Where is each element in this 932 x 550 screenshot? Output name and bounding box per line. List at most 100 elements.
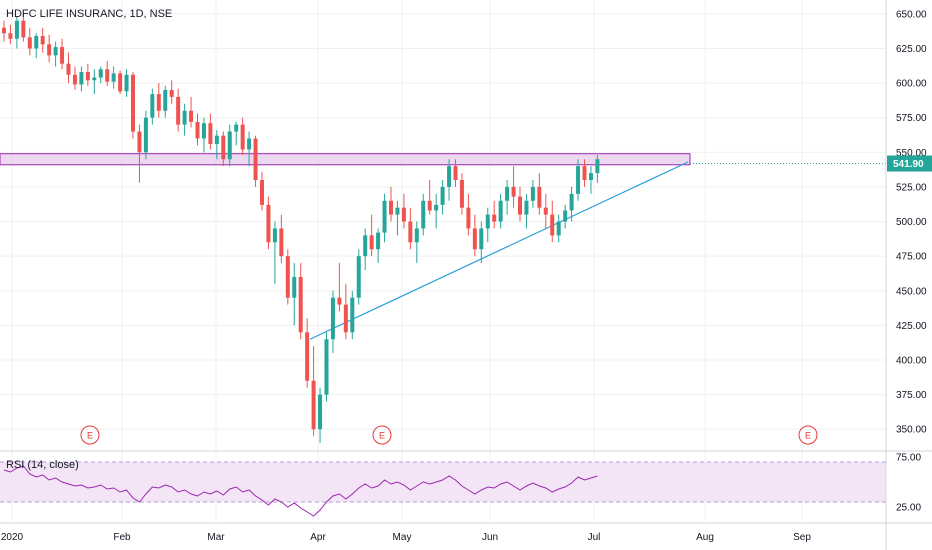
candle: [195, 113, 200, 146]
candle: [537, 173, 542, 215]
candle: [382, 193, 387, 243]
candle: [124, 69, 129, 97]
candle-body: [298, 276, 303, 333]
candle-body: [266, 204, 271, 243]
candle-body: [505, 186, 510, 201]
candle-body: [27, 37, 32, 49]
candle-body: [382, 200, 387, 233]
candle: [253, 135, 258, 187]
candle-body: [66, 63, 71, 75]
candle: [498, 193, 503, 229]
candle-body: [414, 228, 419, 243]
candle-body: [105, 69, 110, 82]
resistance-zone-rect: [0, 153, 691, 166]
x-tick-label: Sep: [793, 532, 811, 543]
candle: [92, 69, 97, 95]
candle: [588, 166, 593, 194]
candle-body: [279, 228, 284, 257]
candle-body: [163, 90, 168, 111]
candle: [60, 38, 65, 70]
candle: [472, 214, 477, 257]
candle-body: [124, 74, 129, 92]
candle: [285, 249, 290, 305]
candle: [485, 207, 490, 243]
candle-body: [260, 180, 264, 205]
trendline[interactable]: [309, 161, 689, 340]
candle-body: [305, 332, 310, 381]
candle-body: [14, 20, 19, 39]
candle: [376, 228, 381, 264]
candle: [131, 72, 135, 139]
candle: [318, 387, 323, 444]
candle-body: [221, 135, 226, 160]
candle: [595, 155, 600, 183]
candle: [330, 290, 335, 354]
earnings-marker: E: [798, 425, 818, 445]
candle-body: [79, 72, 84, 85]
candle: [221, 131, 226, 167]
candle-body: [156, 94, 161, 111]
candle-body: [498, 200, 503, 222]
candle-body: [21, 20, 26, 38]
candle-body: [47, 44, 52, 56]
resistance-zone[interactable]: [0, 153, 886, 166]
candle: [369, 214, 374, 257]
candle-body: [563, 210, 568, 222]
candle: [247, 131, 252, 167]
candle-body: [576, 166, 581, 194]
candle-body: [408, 221, 413, 243]
candle: [305, 318, 310, 388]
candle-body: [530, 186, 535, 201]
candle: [105, 60, 110, 86]
candle: [363, 228, 368, 270]
y-tick-label: 600.00: [896, 79, 927, 90]
candle-body: [60, 47, 65, 64]
candle-body: [434, 204, 439, 211]
candle-body: [8, 33, 13, 39]
candle: [189, 96, 194, 128]
candle-body: [234, 124, 239, 132]
candle: [466, 193, 471, 236]
candle: [414, 221, 419, 264]
candle: [8, 24, 13, 45]
candle-body: [479, 228, 484, 250]
candle-body: [582, 166, 587, 180]
y-tick-label: 450.00: [896, 286, 927, 297]
candle-body: [472, 228, 477, 250]
support-trendline: [309, 161, 689, 340]
candle: [214, 130, 219, 160]
candle-body: [485, 214, 490, 229]
rsi-pane: [0, 461, 886, 517]
candle: [27, 27, 32, 56]
candle-body: [401, 207, 406, 222]
candle-body: [214, 135, 219, 144]
candle-body: [550, 214, 555, 236]
candle: [389, 186, 393, 222]
candle: [266, 196, 271, 250]
candle-body: [511, 186, 516, 197]
rsi-band: [0, 462, 886, 502]
x-tick-label: Aug: [696, 532, 714, 543]
candle-body: [292, 276, 297, 298]
candle: [98, 66, 103, 84]
candle-body: [459, 180, 464, 208]
candle-body: [337, 297, 342, 305]
candle: [143, 110, 148, 160]
candle-body: [227, 131, 232, 160]
candle-body: [447, 166, 452, 187]
candle: [447, 159, 452, 201]
candle: [298, 263, 303, 340]
symbol-title: HDFC LIFE INSURANC, 1D, NSE: [6, 8, 173, 20]
y-tick-label: 400.00: [896, 356, 927, 367]
candle-body: [208, 123, 213, 144]
earnings-marker: E: [80, 425, 100, 445]
candle: [34, 33, 39, 59]
candle: [227, 124, 232, 167]
candle: [337, 263, 342, 312]
candle: [479, 221, 484, 264]
candle-body: [34, 36, 39, 49]
y-tick-label: 625.00: [896, 44, 927, 55]
